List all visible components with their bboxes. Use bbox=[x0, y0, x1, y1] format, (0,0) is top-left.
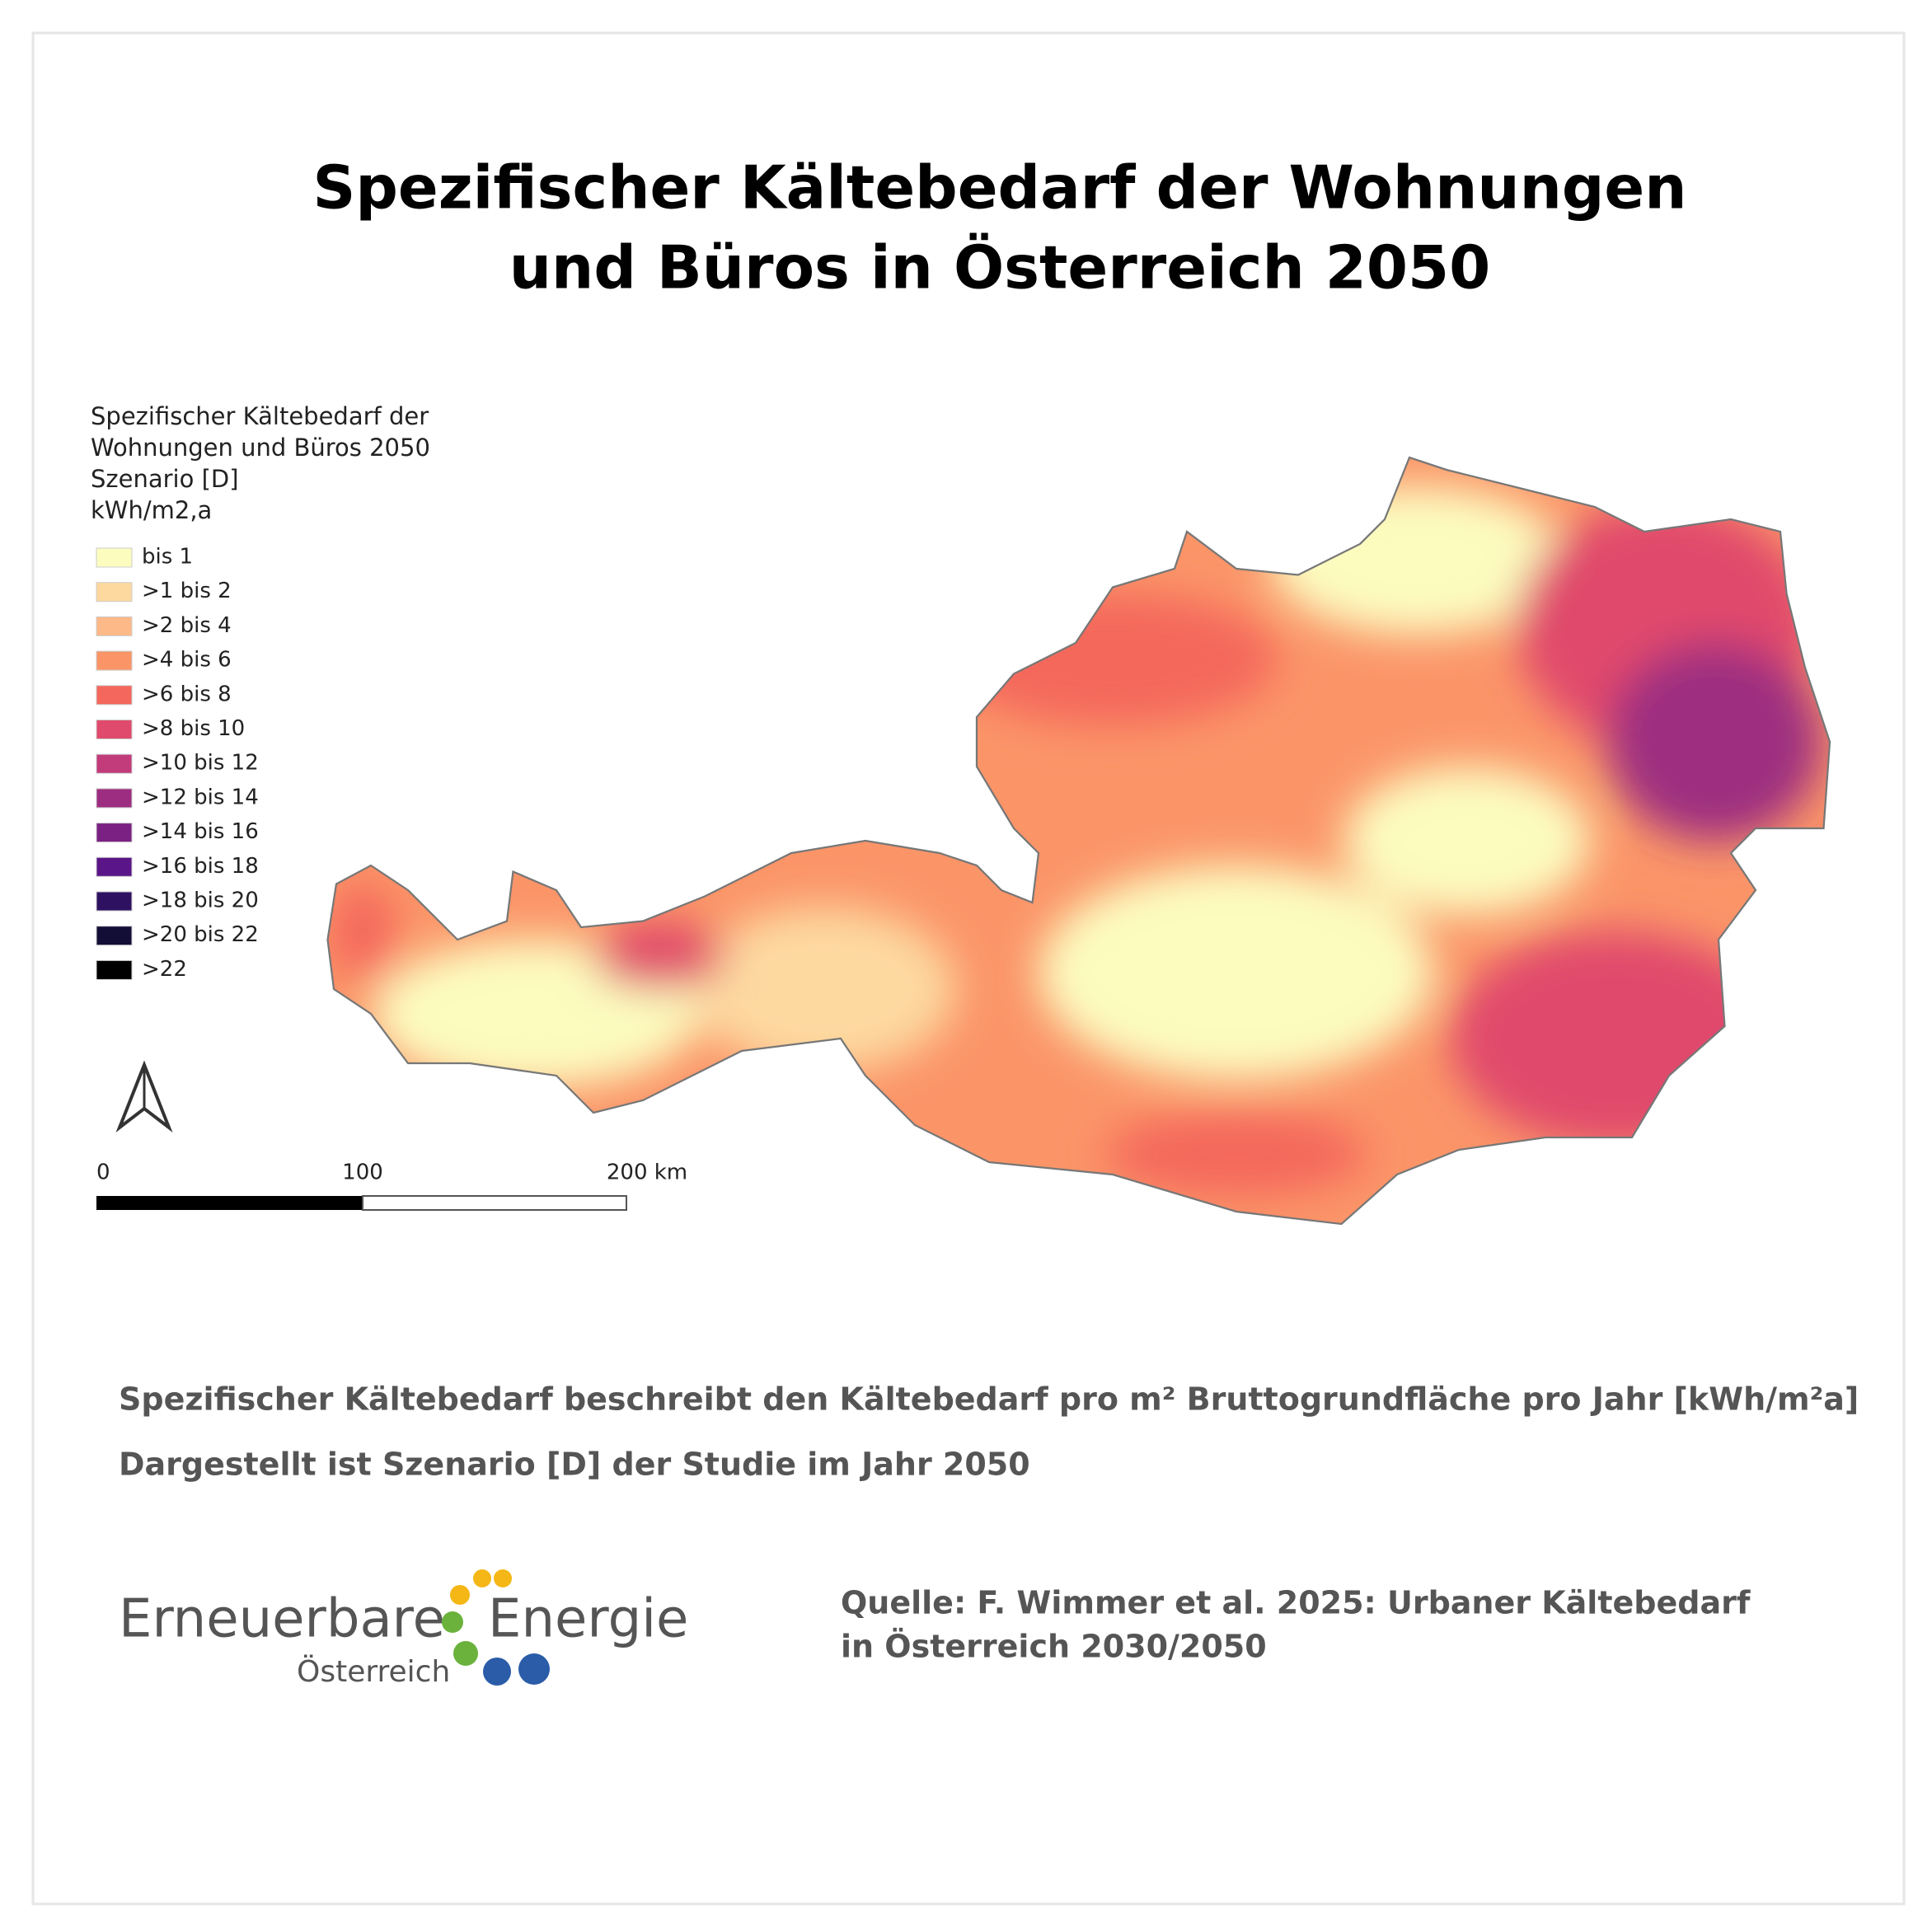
legend-label: >2 bis 4 bbox=[142, 613, 232, 638]
logo-text: Erneuerbare bbox=[119, 1589, 445, 1650]
legend-swatch bbox=[96, 959, 133, 980]
legend-swatch bbox=[96, 547, 133, 568]
map-outline bbox=[326, 456, 1831, 1226]
legend-swatch bbox=[96, 891, 133, 912]
legend-label: >6 bis 8 bbox=[142, 682, 232, 706]
frame bbox=[31, 31, 1906, 1906]
legend-title: Wohnungen und Büros 2050 bbox=[91, 434, 430, 462]
legend-label: >8 bis 10 bbox=[142, 716, 245, 741]
logo-dots bbox=[442, 1569, 550, 1686]
legend-title: kWh/m2,a bbox=[91, 496, 212, 524]
legend-swatch bbox=[96, 720, 133, 739]
scale-label: 100 bbox=[342, 1161, 383, 1185]
scale-label: 0 bbox=[96, 1161, 110, 1185]
scale-bar bbox=[96, 1196, 363, 1210]
title: und Büros in Österreich 2050 bbox=[509, 233, 1490, 302]
source: in Österreich 2030/2050 bbox=[841, 1629, 1267, 1665]
legend-swatch bbox=[96, 582, 133, 603]
legend-label: >14 bis 16 bbox=[142, 819, 259, 844]
note: Spezifischer Kältebedarf beschreibt den … bbox=[119, 1381, 1859, 1418]
legend-swatch bbox=[96, 616, 133, 636]
legend-label: >1 bis 2 bbox=[142, 579, 232, 603]
map bbox=[327, 457, 1830, 1224]
logo-text: Energie bbox=[488, 1589, 688, 1650]
legend-swatch bbox=[96, 685, 133, 706]
legend-label: >10 bis 12 bbox=[142, 751, 259, 776]
title: Spezifischer Kältebedarf der Wohnungen bbox=[312, 153, 1686, 223]
legend-swatch bbox=[96, 856, 133, 877]
logo-text: Österreich bbox=[297, 1654, 450, 1689]
legend-title: Spezifischer Kältebedarf der bbox=[91, 402, 429, 430]
legend-label: >12 bis 14 bbox=[142, 785, 259, 809]
legend-swatch bbox=[96, 788, 133, 809]
scale-label: 200 km bbox=[607, 1161, 687, 1185]
legend-label: >18 bis 20 bbox=[142, 889, 259, 913]
legend: Spezifischer Kältebedarf der Wohnungen un… bbox=[91, 402, 430, 982]
legend-label: bis 1 bbox=[142, 545, 193, 570]
legend-label: >22 bbox=[142, 957, 187, 982]
legend-swatch bbox=[96, 823, 133, 843]
source: Quelle: F. Wimmer et al. 2025: Urbaner K… bbox=[841, 1585, 1751, 1621]
legend-label: >4 bis 6 bbox=[142, 648, 232, 673]
legend-swatch bbox=[96, 753, 133, 774]
legend-swatch bbox=[96, 650, 133, 671]
note: Dargestellt ist Szenario [D] der Studie … bbox=[119, 1447, 1030, 1483]
legend-label: >20 bis 22 bbox=[142, 922, 259, 947]
legend-label: >16 bis 18 bbox=[142, 854, 259, 879]
scale-bar bbox=[362, 1195, 627, 1211]
legend-title: Szenario [D] bbox=[91, 465, 239, 493]
legend-swatch bbox=[96, 926, 133, 946]
